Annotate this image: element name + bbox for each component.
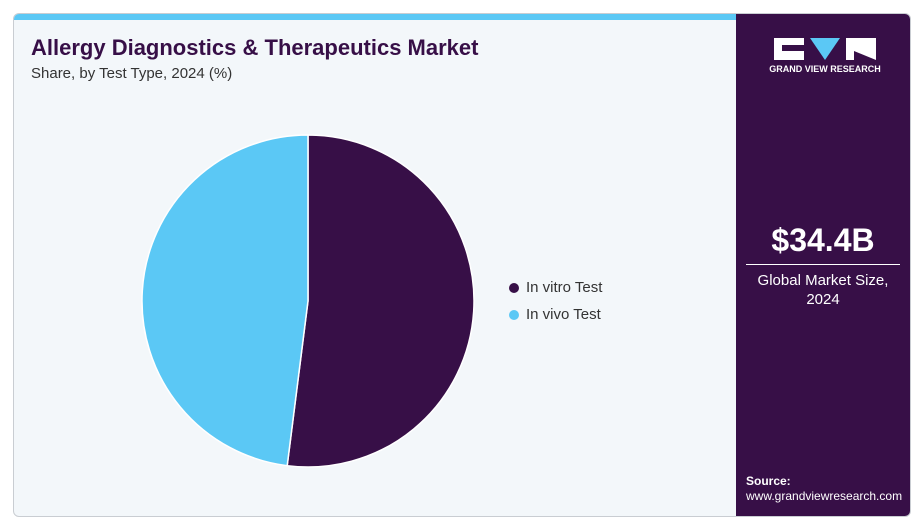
chart-title: Allergy Diagnostics & Therapeutics Marke… <box>31 35 479 60</box>
market-size-label: Global Market Size, 2024 <box>757 272 889 308</box>
pie-slice <box>286 134 475 468</box>
chart: Allergy Diagnostics & Therapeutics Marke… <box>31 35 603 468</box>
legend-label: In vitro Test <box>526 279 603 296</box>
pie-slice <box>141 134 309 467</box>
logo-cut <box>782 45 804 51</box>
logo-cut <box>854 51 876 60</box>
top-bar <box>14 14 736 20</box>
logo-v <box>810 38 840 60</box>
legend-marker <box>509 283 519 293</box>
source-url: www.grandviewresearch.com <box>746 489 903 503</box>
legend-label: In vivo Test <box>526 306 602 323</box>
logo-text: GRAND VIEW RESEARCH <box>769 64 881 74</box>
market-size: $34.4B <box>771 222 875 258</box>
sidebar: GRAND VIEW RESEARCH $34.4B Global Market… <box>736 14 910 516</box>
legend-marker <box>509 310 519 320</box>
logo-block <box>846 38 876 60</box>
divider <box>746 264 900 265</box>
logo: GRAND VIEW RESEARCH <box>769 38 881 74</box>
card: Allergy Diagnostics & Therapeutics Marke… <box>13 13 911 517</box>
chart-subtitle: Share, by Test Type, 2024 (%) <box>31 65 232 82</box>
source-label: Source: <box>746 474 791 488</box>
